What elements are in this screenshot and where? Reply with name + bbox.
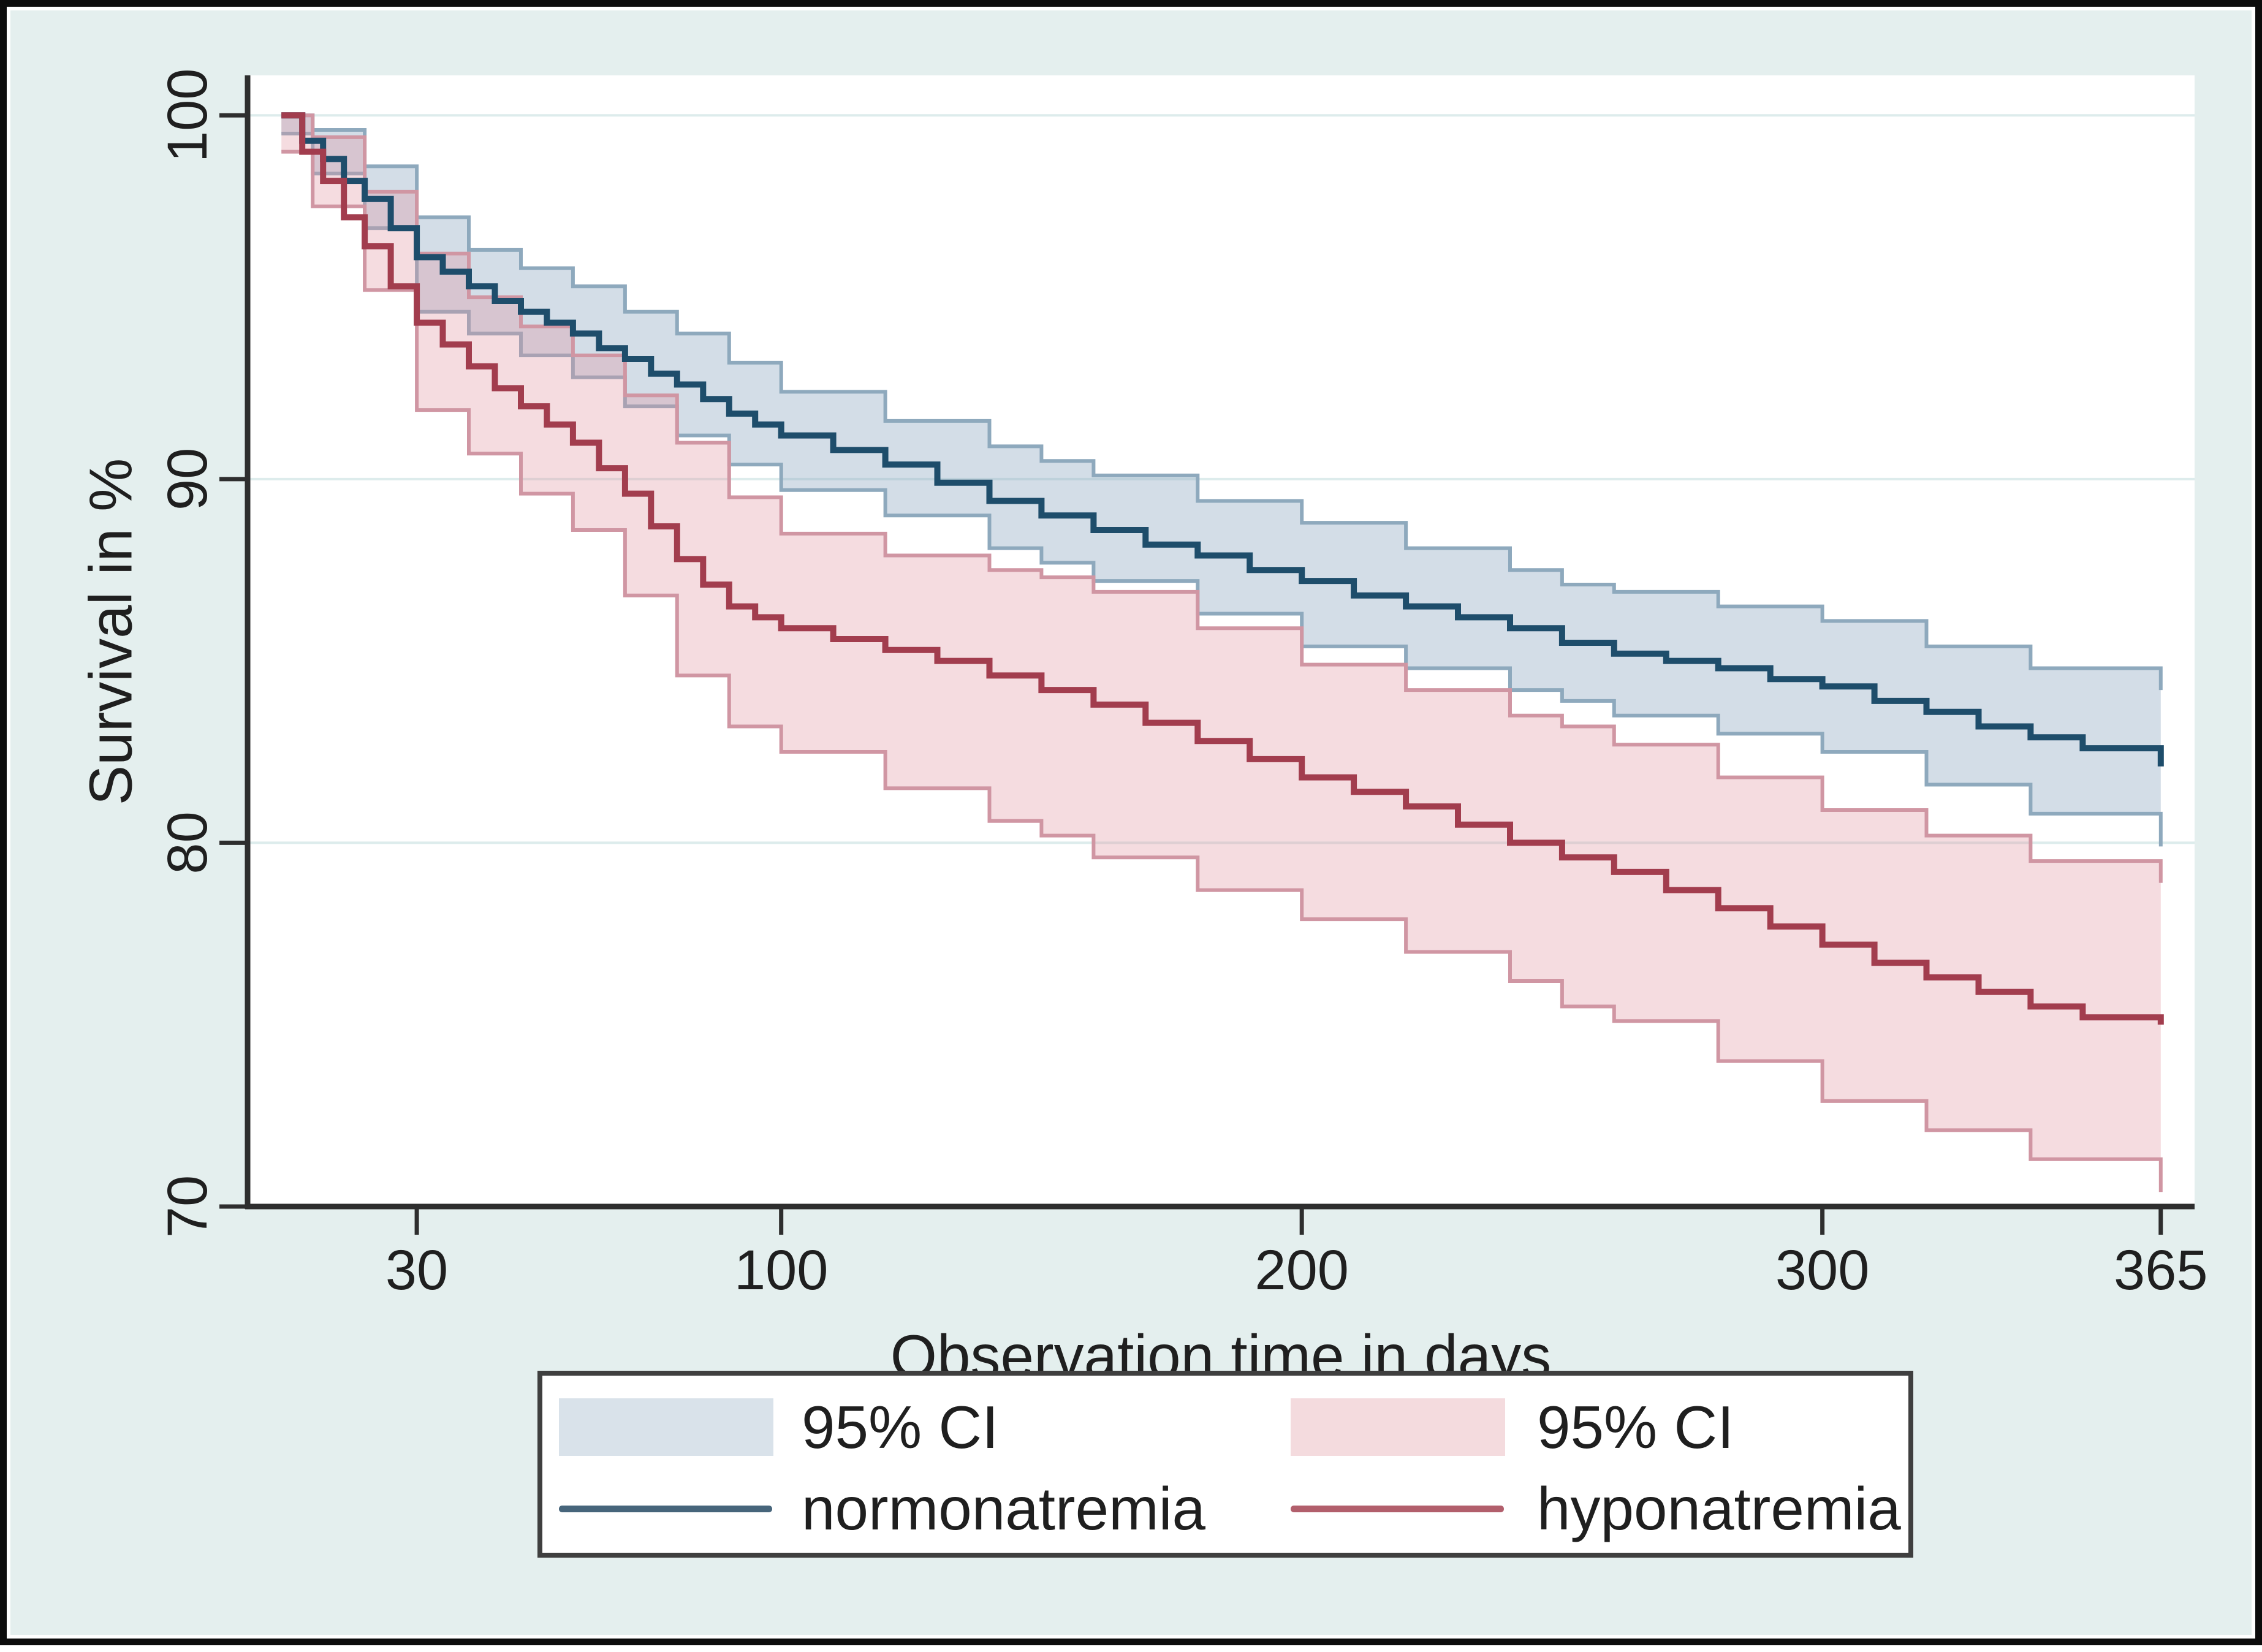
legend-line-normonatremia [559, 1506, 772, 1512]
ci-band [281, 115, 2161, 1192]
legend-label-ci-hyponatremia: 95% CI [1537, 1393, 1734, 1461]
legend-line-hyponatremia [1291, 1506, 1504, 1512]
x-tick-label: 365 [2114, 1239, 2208, 1302]
y-tick-label: 90 [156, 448, 219, 510]
axis-ticks [219, 113, 2163, 1235]
y-tick-label: 70 [156, 1175, 219, 1238]
axes [245, 75, 2195, 1210]
y-axis-title: Survival in % [77, 458, 145, 806]
x-tick-label: 100 [734, 1239, 829, 1302]
kaplan-meier-plot: 70 80 90 100 30 100 200 300 365 [156, 69, 2208, 1302]
survival-curve-normonatremia [281, 112, 2164, 767]
y-tick-label: 80 [156, 811, 219, 874]
legend-label-hyponatremia: hyponatremia [1537, 1475, 1901, 1542]
legend-label-normonatremia: normonatremia [802, 1475, 1206, 1542]
survival-curves [281, 112, 2164, 1025]
plot-area [248, 75, 2195, 1207]
legend-label-ci-normonatremia: 95% CI [802, 1393, 999, 1461]
x-tick-label: 30 [385, 1239, 448, 1302]
x-tick-label: 200 [1254, 1239, 1349, 1302]
ci-band-upper-edge [281, 113, 2163, 883]
ci-band-lower-edge [281, 132, 2163, 847]
survival-curve-hyponatremia [281, 112, 2164, 1025]
ci-band-lower-edge [281, 150, 2163, 1192]
legend: 95% CI 95% CI normonatremia hyponatremia [537, 1371, 1913, 1558]
y-tick-label: 100 [156, 69, 219, 163]
x-tick-label: 300 [1775, 1239, 1870, 1302]
legend-swatch-ci-hyponatremia [1291, 1398, 1505, 1456]
ci-band-upper-edge [281, 113, 2163, 691]
plot-background [248, 75, 2195, 1207]
legend-swatch-ci-normonatremia [559, 1398, 773, 1456]
tick-labels: 70 80 90 100 30 100 200 300 365 [156, 69, 2208, 1302]
